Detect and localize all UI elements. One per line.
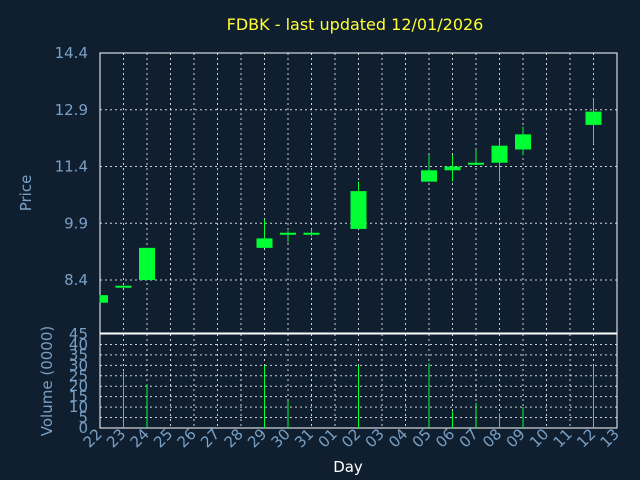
candle-body — [421, 170, 437, 182]
x-axis-ticks: 2223242526272829303101020304050607080910… — [80, 425, 623, 451]
price-y-ticks: 14.4 12.9 11.4 9.9 8.4 — [55, 44, 88, 289]
x-axis-label: Day — [333, 458, 363, 476]
volume-grid — [99, 334, 618, 428]
volume-axis-label: Volume (0000) — [38, 326, 56, 436]
volume-y-tick-label: 40 — [69, 335, 88, 353]
price-y-tick-label: 11.4 — [55, 158, 88, 176]
candle-body — [303, 232, 320, 235]
price-candles — [99, 98, 602, 303]
candle-body — [585, 111, 602, 125]
volume-y-tick-label: 0 — [78, 419, 88, 437]
candle-body — [280, 232, 296, 235]
candle-body — [139, 247, 155, 281]
volume-y-tick-label: 20 — [69, 377, 88, 395]
volume-y-tick-label: 45 — [69, 325, 88, 343]
volume-y-tick-label: 5 — [78, 409, 88, 427]
volume-y-tick-label: 30 — [69, 356, 88, 374]
volume-y-tick-label: 15 — [69, 388, 88, 406]
volume-y-tick-label: 25 — [69, 367, 88, 385]
candle-body — [468, 162, 484, 165]
candle-body — [444, 166, 461, 171]
price-y-tick-label: 9.9 — [64, 214, 88, 232]
price-y-tick-label: 14.4 — [55, 44, 88, 62]
volume-bars — [123, 363, 594, 428]
candle-body — [256, 238, 273, 248]
candle-body — [491, 145, 508, 163]
price-y-tick-label: 12.9 — [55, 101, 88, 119]
candle-body — [115, 285, 132, 288]
price-panel-frame — [99, 52, 618, 334]
chart-title: FDBK - last updated 12/01/2026 — [227, 15, 484, 34]
volume-y-tick-label: 35 — [69, 346, 88, 364]
candle-body — [350, 191, 367, 229]
candle-body — [515, 134, 531, 150]
price-axis-label: Price — [17, 175, 35, 212]
price-grid — [99, 52, 618, 333]
candle-body — [100, 295, 108, 303]
volume-y-tick-label: 10 — [69, 398, 88, 416]
price-y-tick-label: 8.4 — [64, 271, 88, 289]
